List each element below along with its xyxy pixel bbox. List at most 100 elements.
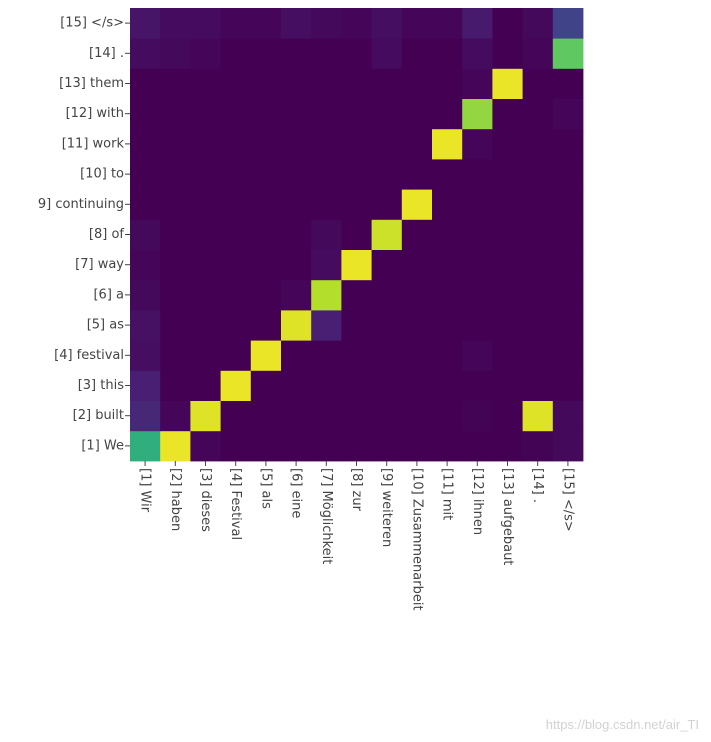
heatmap-cell <box>250 370 282 401</box>
heatmap-cell <box>250 68 282 99</box>
heatmap-cell <box>462 68 493 99</box>
heatmap-cell <box>401 98 433 130</box>
x-tick-label: [11] mit <box>440 468 455 520</box>
x-tick-label: [8] zur <box>349 468 364 512</box>
heatmap-cell <box>341 189 372 220</box>
heatmap-cell <box>522 8 554 39</box>
heatmap-cell <box>250 400 282 432</box>
heatmap-cell <box>401 159 433 190</box>
heatmap-cell <box>250 128 282 160</box>
heatmap-cell <box>250 310 282 341</box>
heatmap-cell <box>160 8 191 39</box>
heatmap-cell <box>250 98 282 130</box>
heatmap-cell <box>281 98 312 130</box>
heatmap-cell <box>160 310 191 341</box>
heatmap-cell <box>401 340 433 371</box>
heatmap-cell <box>311 159 342 190</box>
heatmap-cell <box>281 370 312 401</box>
heatmap-cell <box>371 159 403 190</box>
heatmap-cell <box>220 400 252 432</box>
heatmap-cell <box>130 400 161 432</box>
heatmap-cell <box>220 370 252 401</box>
heatmap-cell <box>281 128 312 160</box>
heatmap-cell <box>552 219 584 250</box>
heatmap-cell <box>341 68 372 99</box>
heatmap-cell <box>462 249 493 281</box>
heatmap-cell <box>281 340 312 371</box>
heatmap-cell <box>432 279 463 311</box>
x-axis: [1] Wir [2] haben [3] dieses [4] Festival [5… <box>138 461 575 611</box>
heatmap-cell <box>281 430 312 462</box>
heatmap-cell <box>160 279 191 311</box>
heatmap-cell <box>371 68 403 99</box>
heatmap-cell <box>432 128 463 160</box>
heatmap-cell <box>281 68 312 99</box>
heatmap-cell <box>190 249 221 281</box>
watermark-text: https://blog.csdn.net/air_TI <box>545 717 699 732</box>
y-tick-label: [14] . <box>89 46 124 61</box>
heatmap-cell <box>341 400 372 432</box>
heatmap-cell <box>492 189 523 220</box>
heatmap-cell <box>281 279 312 311</box>
heatmap-cell <box>250 189 282 220</box>
heatmap-cell <box>462 400 493 432</box>
heatmap-cell <box>492 38 523 69</box>
y-tick-label: [7] way <box>75 257 124 272</box>
heatmap-cell <box>160 249 191 281</box>
heatmap-cell <box>160 400 191 432</box>
heatmap-cell <box>341 340 372 371</box>
heatmap-cell <box>432 159 463 190</box>
heatmap-cell <box>462 340 493 371</box>
heatmap-cell <box>250 279 282 311</box>
heatmap-cell <box>220 310 252 341</box>
heatmap-cell <box>522 189 554 220</box>
heatmap-cell <box>190 8 221 39</box>
heatmap-cell <box>130 430 161 462</box>
heatmap-cell <box>522 219 554 250</box>
heatmap-cell <box>371 400 403 432</box>
y-tick-label: [5] as <box>87 318 125 333</box>
heatmap-cell <box>311 310 342 341</box>
heatmap-cell <box>250 38 282 69</box>
heatmap-cell <box>250 159 282 190</box>
heatmap-cell <box>492 400 523 432</box>
heatmap-cell <box>432 249 463 281</box>
heatmap-cell <box>190 38 221 69</box>
heatmap-cell <box>311 340 342 371</box>
heatmap-cell <box>341 370 372 401</box>
heatmap-cell <box>492 279 523 311</box>
heatmap-cell <box>371 340 403 371</box>
heatmap-cell <box>432 38 463 69</box>
heatmap-cell <box>281 38 312 69</box>
heatmap-cell <box>371 8 403 39</box>
heatmap-cell <box>462 189 493 220</box>
heatmap-cell <box>552 68 584 99</box>
y-tick-label: [2] built <box>73 408 124 423</box>
heatmap-cell <box>462 8 493 39</box>
heatmap-cell <box>160 370 191 401</box>
heatmap-cell <box>281 159 312 190</box>
heatmap-cell <box>462 430 493 462</box>
heatmap-cell <box>432 98 463 130</box>
heatmap-cell <box>492 310 523 341</box>
x-tick-label: [2] haben <box>168 468 183 531</box>
y-tick-label: [4] festival <box>54 348 124 363</box>
heatmap-cell <box>552 159 584 190</box>
heatmap-cell <box>522 310 554 341</box>
heatmap-cell <box>311 249 342 281</box>
heatmap-cell <box>522 159 554 190</box>
heatmap-cell <box>341 8 372 39</box>
x-tick-label: [7] Möglichkeit <box>319 468 334 564</box>
heatmap-cell <box>492 8 523 39</box>
heatmap-cell <box>160 219 191 250</box>
heatmap-cell <box>311 68 342 99</box>
heatmap-cell <box>190 128 221 160</box>
heatmap-cell <box>190 159 221 190</box>
heatmap-cell <box>522 340 554 371</box>
heatmap-cell <box>522 68 554 99</box>
heatmap-cell <box>401 219 433 250</box>
heatmap-cell <box>311 98 342 130</box>
heatmap-cell <box>371 219 403 250</box>
heatmap-cell <box>341 249 372 281</box>
